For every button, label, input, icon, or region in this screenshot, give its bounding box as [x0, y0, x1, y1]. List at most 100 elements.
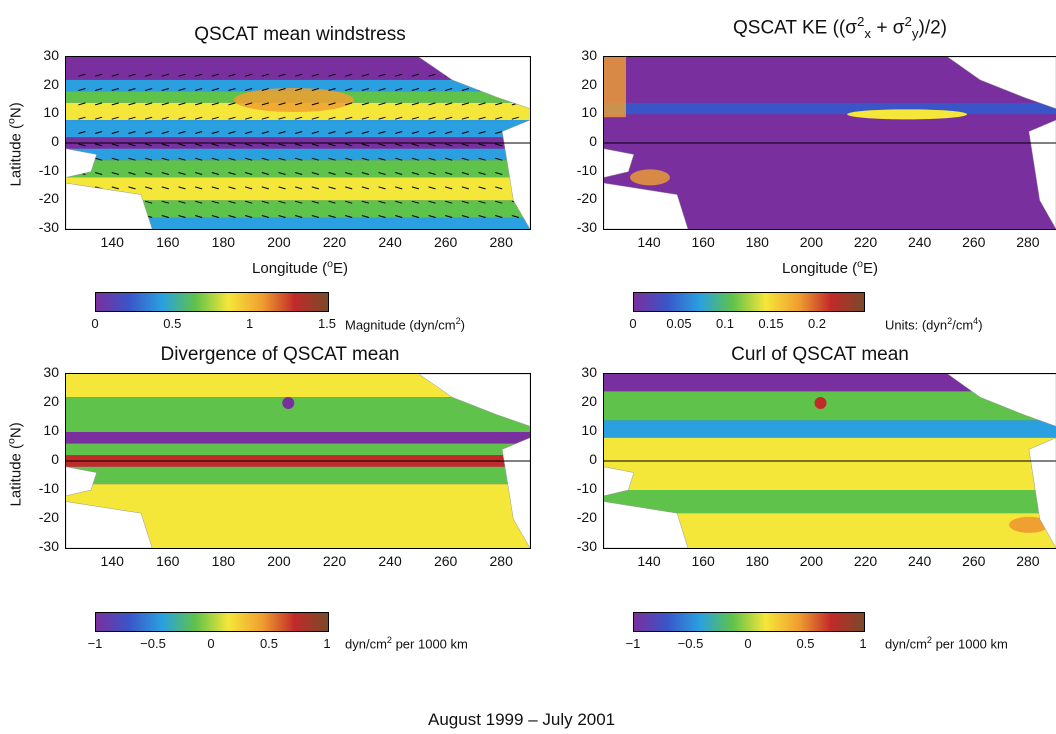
wind-vector: [478, 131, 486, 135]
x-tick-label: 160: [691, 553, 715, 569]
wind-vector: [495, 186, 503, 190]
wind-vector: [478, 143, 486, 147]
wind-vector: [395, 73, 403, 77]
field-band: [604, 420, 1056, 438]
wind-vector: [245, 200, 253, 204]
wind-vector: [245, 172, 253, 176]
wind-vector: [195, 157, 203, 161]
wind-vector: [311, 186, 319, 190]
wind-vector: [328, 116, 336, 120]
panel4-title: Curl of QSCAT mean: [731, 344, 909, 365]
field-band: [66, 397, 530, 432]
y-tick-label: -20: [576, 190, 597, 207]
wind-vector: [78, 102, 86, 106]
wind-vector: [195, 186, 203, 190]
wind-vector: [128, 102, 136, 106]
wind-vector: [228, 200, 236, 204]
wind-vector: [278, 215, 286, 219]
central-america-land: [418, 57, 530, 109]
wind-vector: [411, 157, 419, 161]
x-tick-label: 280: [489, 553, 513, 569]
wind-vector: [328, 88, 336, 92]
y-tick-label: 0: [589, 451, 597, 467]
wind-vector: [411, 73, 419, 77]
wind-vector: [495, 200, 503, 204]
wind-vector: [178, 131, 186, 135]
wind-vector: [345, 73, 353, 77]
wind-vector: [345, 88, 353, 92]
wind-vector: [261, 200, 269, 204]
panel2-xlabel: Longitude (oE): [782, 258, 878, 277]
wind-vector: [161, 88, 169, 92]
wind-vector: [311, 215, 319, 219]
y-tick-label: 20: [43, 393, 59, 409]
wind-vector: [111, 186, 119, 190]
wind-vector: [245, 102, 253, 106]
x-tick-label: 280: [1016, 553, 1040, 569]
field-band: [66, 217, 530, 229]
wind-vector: [311, 200, 319, 204]
wind-vector: [278, 116, 286, 120]
x-tick-label: 260: [962, 234, 986, 250]
y-tick-label: -30: [576, 219, 597, 235]
wind-vector: [228, 131, 236, 135]
panel2-map: [603, 56, 1056, 230]
wind-vector: [411, 186, 419, 190]
new-guinea-land: [66, 148, 97, 178]
wind-vector: [261, 157, 269, 161]
panel1-map-svg: [66, 57, 530, 229]
field-band: [66, 79, 530, 92]
wind-vector: [245, 215, 253, 219]
wind-vector: [311, 172, 319, 176]
panel2-colorbar-label: Units: (dyn2/cm4): [885, 316, 983, 333]
wind-vector: [361, 157, 369, 161]
trade-wind-maximum: [233, 88, 354, 112]
central-america-land: [418, 374, 530, 427]
south-america-land: [1028, 437, 1056, 548]
wind-vector: [395, 200, 403, 204]
wind-vector: [395, 116, 403, 120]
x-tick-label: 140: [100, 234, 124, 250]
wind-vector: [261, 172, 269, 176]
wind-vector: [361, 131, 369, 135]
wind-vector: [461, 131, 470, 135]
wind-vector: [395, 172, 403, 176]
panel2-colorbar: [633, 292, 865, 312]
field-band: [66, 443, 530, 456]
wind-vector: [278, 73, 286, 77]
x-tick-label: 200: [799, 553, 824, 569]
wind-vector: [345, 200, 353, 204]
panel1-map: [65, 56, 531, 230]
wind-vector: [495, 131, 503, 135]
x-tick-label: 220: [322, 234, 347, 250]
wind-vector: [161, 157, 169, 161]
wind-vector: [228, 116, 236, 120]
wind-vector: [211, 88, 219, 92]
wind-vector: [478, 200, 486, 204]
wind-vector: [295, 186, 303, 190]
wind-vector: [511, 116, 520, 120]
colorbar-tick-label: −1: [625, 636, 641, 651]
panel1-title: QSCAT mean windstress: [194, 24, 406, 45]
panel1-colorbar: [95, 292, 329, 312]
colorbar-tick-label: 1: [246, 316, 254, 331]
wind-vector: [328, 102, 336, 106]
wind-vector: [361, 186, 369, 190]
wind-vector: [228, 143, 236, 147]
y-tick-label: 0: [51, 451, 59, 467]
y-tick-label: 20: [43, 75, 59, 92]
wind-vector: [228, 73, 236, 77]
wind-vector: [295, 88, 303, 92]
wind-vector: [261, 73, 269, 77]
x-tick-label: 240: [907, 234, 932, 250]
ke-sw-high: [630, 169, 671, 186]
wind-vector: [478, 157, 486, 161]
x-tick-label: 160: [691, 234, 715, 250]
hawaii-feature: [282, 397, 295, 409]
panel4-colorbar-label: dyn/cm2 per 1000 km: [885, 635, 1008, 652]
wind-vector: [445, 157, 453, 161]
wind-vector: [178, 116, 186, 120]
wind-vector: [445, 102, 453, 106]
wind-vector: [128, 157, 136, 161]
wind-vector: [278, 200, 286, 204]
